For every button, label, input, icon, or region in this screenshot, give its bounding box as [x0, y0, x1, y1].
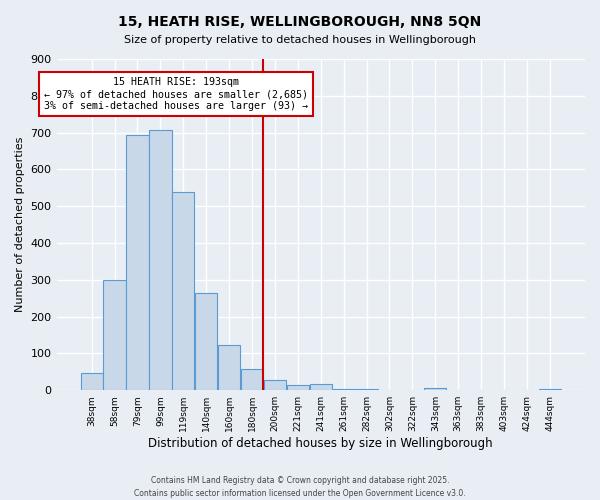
- Y-axis label: Number of detached properties: Number of detached properties: [15, 137, 25, 312]
- Bar: [424, 388, 446, 390]
- Text: 15 HEATH RISE: 193sqm
← 97% of detached houses are smaller (2,685)
3% of semi-de: 15 HEATH RISE: 193sqm ← 97% of detached …: [44, 78, 308, 110]
- Bar: [310, 384, 332, 390]
- Bar: [80, 374, 103, 390]
- Bar: [127, 135, 149, 390]
- Bar: [332, 388, 355, 390]
- Text: 15, HEATH RISE, WELLINGBOROUGH, NN8 5QN: 15, HEATH RISE, WELLINGBOROUGH, NN8 5QN: [118, 15, 482, 29]
- Text: Size of property relative to detached houses in Wellingborough: Size of property relative to detached ho…: [124, 35, 476, 45]
- Bar: [172, 192, 194, 390]
- Bar: [539, 389, 561, 390]
- Bar: [355, 389, 378, 390]
- Bar: [241, 369, 263, 390]
- Bar: [287, 385, 309, 390]
- Bar: [264, 380, 286, 390]
- Bar: [149, 130, 172, 390]
- X-axis label: Distribution of detached houses by size in Wellingborough: Distribution of detached houses by size …: [148, 437, 493, 450]
- Bar: [195, 292, 217, 390]
- Bar: [103, 280, 125, 390]
- Bar: [218, 345, 240, 390]
- Text: Contains HM Land Registry data © Crown copyright and database right 2025.
Contai: Contains HM Land Registry data © Crown c…: [134, 476, 466, 498]
